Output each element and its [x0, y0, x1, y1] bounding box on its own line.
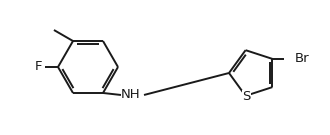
Text: Br: Br [294, 52, 309, 65]
Text: S: S [243, 90, 251, 103]
Text: NH: NH [121, 88, 141, 102]
Text: F: F [34, 60, 42, 73]
